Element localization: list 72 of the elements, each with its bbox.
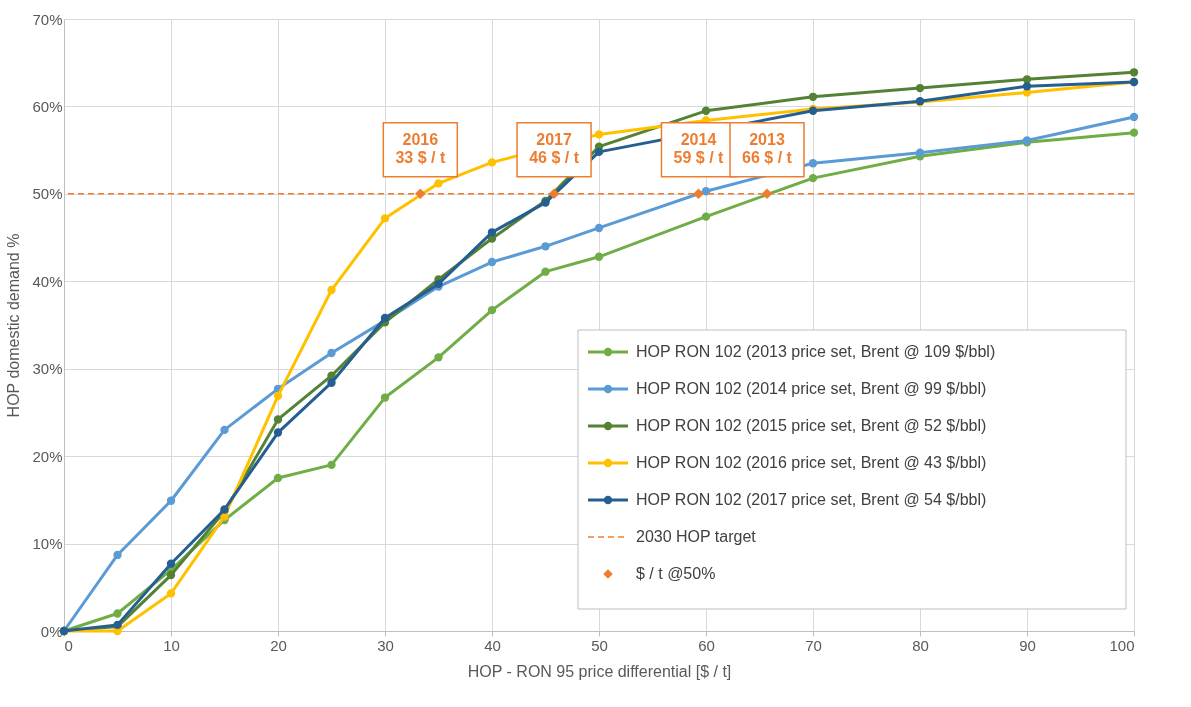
point: [273, 428, 283, 437]
y-tick-label: 30%: [32, 360, 63, 378]
point: [273, 473, 283, 483]
y-axis-title: HOP domestic demand %: [5, 233, 23, 418]
point: [487, 257, 497, 267]
point: [915, 83, 925, 93]
point: [166, 589, 176, 598]
point: [166, 559, 176, 568]
annotation: 2017 46 $ / t: [529, 130, 580, 166]
point: [380, 214, 390, 223]
point: [487, 228, 497, 237]
point: [327, 378, 336, 387]
point: [594, 252, 604, 261]
point: [1022, 82, 1032, 91]
point: [220, 425, 229, 435]
point: [487, 305, 497, 315]
point: [594, 130, 604, 139]
x-tick-label: 30: [377, 636, 394, 654]
point: [541, 267, 550, 276]
x-axis-title: HOP - RON 95 price differential [$ / t]: [467, 662, 732, 680]
x-tick-label: 0: [64, 636, 73, 654]
y-tick-label: 50%: [32, 185, 63, 203]
x-tick-label: 100: [1109, 636, 1135, 654]
point: [1129, 112, 1139, 122]
x-tick-label: 20: [270, 636, 287, 654]
point: [594, 223, 604, 233]
point: [327, 348, 336, 358]
x-tick-label: 90: [1019, 636, 1036, 654]
point: [1129, 68, 1139, 77]
y-tick-label: 60%: [32, 97, 63, 115]
annotation: 2014 59 $ / t: [673, 130, 725, 166]
x-tick-label: 10: [163, 636, 180, 654]
point: [166, 570, 176, 580]
annotation: 2016 33 $ / t: [395, 130, 446, 166]
point: [701, 187, 711, 196]
annotation: 2013 66 $ / t: [742, 130, 793, 166]
point: [166, 496, 176, 505]
point: [808, 173, 818, 183]
x-tick-label: 60: [698, 636, 715, 654]
y-tick-label: 70%: [32, 10, 63, 28]
y-tick-label: 40%: [32, 272, 63, 290]
x-tick-label: 50: [591, 636, 608, 654]
point: [434, 179, 443, 188]
point: [701, 106, 711, 115]
legend-label: $ / t @50%: [636, 565, 716, 582]
point: [380, 393, 390, 402]
point: [327, 285, 336, 295]
point: [487, 158, 497, 167]
legend-label: 2030 HOP target: [636, 528, 757, 545]
point: [327, 460, 336, 470]
point: [808, 159, 818, 168]
x-tick-label: 40: [484, 636, 501, 654]
legend-label: HOP RON 102 (2017 price set, Brent @ 54 $/bbl): [636, 491, 987, 508]
x-tick-label: 70: [805, 636, 822, 654]
point: [808, 92, 818, 101]
point: [434, 353, 443, 362]
point: [273, 391, 283, 400]
y-tick-label: 10%: [32, 535, 63, 553]
point: [915, 148, 925, 157]
point: [701, 212, 711, 221]
point: [273, 415, 283, 424]
legend-label: HOP RON 102 (2015 price set, Brent @ 52 $/bbl): [636, 417, 987, 434]
point: [113, 550, 122, 560]
point: [113, 609, 122, 618]
legend-label: HOP RON 102 (2013 price set, Brent @ 109 $/bbl): [636, 343, 996, 360]
x-tick-label: 80: [912, 636, 929, 654]
legend-label: HOP RON 102 (2016 price set, Brent @ 43 $/bbl): [636, 454, 987, 471]
y-tick-label: 20%: [32, 447, 63, 465]
legend-label: HOP RON 102 (2014 price set, Brent @ 99 $/bbl): [636, 380, 987, 397]
point: [1129, 128, 1139, 137]
point: [594, 147, 604, 157]
point: [541, 242, 550, 251]
